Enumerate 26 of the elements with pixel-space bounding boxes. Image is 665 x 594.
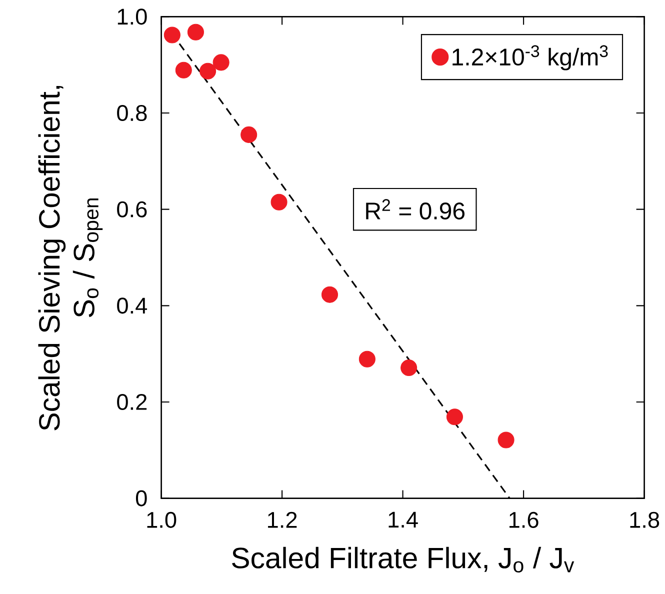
y-tick-label: 0.8 xyxy=(117,104,147,122)
legend-label: 1.2×10$^{-3}$ kg/m$^{3}$ xyxy=(452,45,608,70)
point xyxy=(270,194,288,210)
x-tick-label: 1.0 xyxy=(147,512,176,528)
point xyxy=(400,360,418,376)
point xyxy=(240,126,258,143)
annotation: R$^{2}$ = 0.96 xyxy=(366,199,464,220)
y-tick-label: 0 xyxy=(136,490,147,506)
y-tick-label: 0.6 xyxy=(117,201,147,218)
y-tick-label: 0.2 xyxy=(117,394,147,410)
x-tick-label: 1.4 xyxy=(388,512,418,528)
x-tick-label: 1.6 xyxy=(510,512,538,528)
y-tick-label: 0.4 xyxy=(117,298,148,314)
point xyxy=(321,286,338,303)
point xyxy=(164,26,180,44)
point xyxy=(498,432,514,448)
point xyxy=(212,54,230,71)
point xyxy=(200,62,216,80)
point xyxy=(358,350,376,368)
point xyxy=(187,24,204,40)
x-tick-label: 1.8 xyxy=(630,512,660,528)
y-tick-label: 1.0 xyxy=(118,8,147,25)
x-tick-label: 1.2 xyxy=(268,512,297,528)
point xyxy=(175,62,192,78)
x-axis-title: Scaled Filtrate Flux, J$_{o}$ / J$_{v}$ xyxy=(232,546,574,572)
point xyxy=(446,408,463,426)
